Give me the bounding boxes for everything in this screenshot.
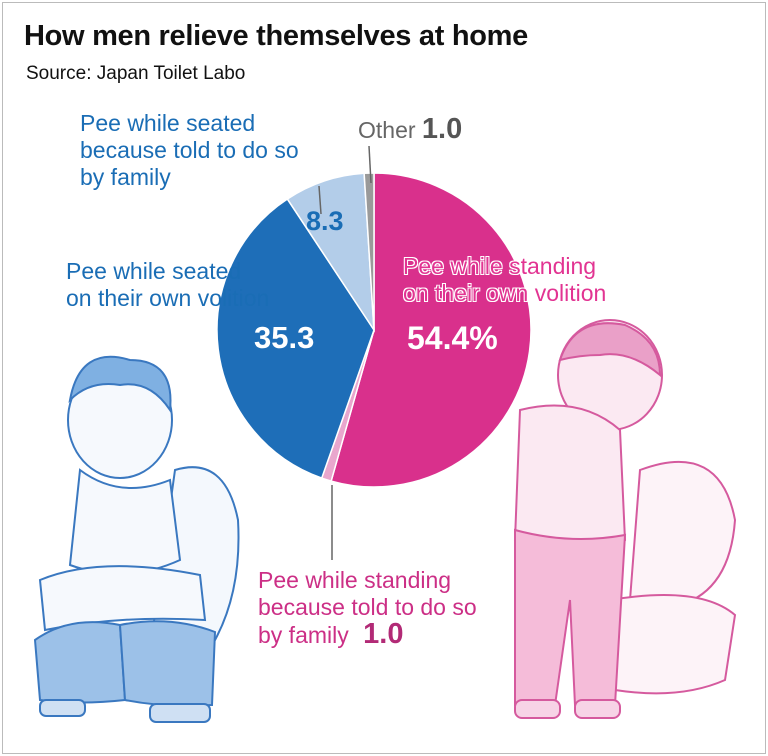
leader-line-other bbox=[368, 145, 372, 184]
label-seated-family-line1: Pee while seated bbox=[80, 110, 256, 136]
chart-title: How men relieve themselves at home bbox=[24, 20, 528, 52]
value-standing-family: 1.0 bbox=[363, 618, 404, 650]
slice-standing-own bbox=[330, 172, 532, 488]
seated-man-illustration bbox=[33, 355, 240, 723]
value-seated-own: 35.3 bbox=[254, 320, 315, 355]
value-standing-own: 54.4% bbox=[407, 320, 498, 356]
label-seated-own-line1: Pee while seated bbox=[66, 258, 242, 284]
label-seated-family-line3: by family bbox=[80, 164, 171, 190]
label-other: Other 1.0 bbox=[358, 113, 463, 145]
leader-line-seated-family bbox=[318, 185, 322, 215]
slice-seated-own bbox=[216, 198, 375, 480]
label-standing-family: Pee while standing because told to do so… bbox=[258, 567, 477, 649]
label-seated-family-line2: because told to do so bbox=[80, 137, 299, 163]
label-standing-own-line1: Pee while standing bbox=[403, 253, 597, 279]
label-standing-family-line1: Pee while standing bbox=[258, 567, 452, 593]
value-other: 1.0 bbox=[421, 113, 463, 145]
label-standing-own-line2: on their own volition bbox=[403, 280, 607, 306]
label-standing-family-line3: by family bbox=[258, 622, 349, 648]
label-seated-own-line2: on their own volition bbox=[66, 285, 270, 311]
slice-other bbox=[363, 172, 375, 331]
label-seated-family: Pee while seated because told to do so b… bbox=[80, 110, 299, 191]
standing-man-illustration bbox=[513, 319, 737, 719]
pie-chart bbox=[216, 172, 532, 488]
label-seated-own: Pee while seated on their own volition bbox=[66, 258, 269, 312]
chart-source: Source: Japan Toilet Labo bbox=[26, 63, 246, 84]
value-seated-family: 8.3 bbox=[306, 206, 344, 236]
label-standing-own: Pee while standing on their own volition bbox=[403, 253, 606, 307]
label-standing-family-line2: because told to do so bbox=[258, 594, 477, 620]
label-other-text: Other bbox=[358, 117, 416, 143]
